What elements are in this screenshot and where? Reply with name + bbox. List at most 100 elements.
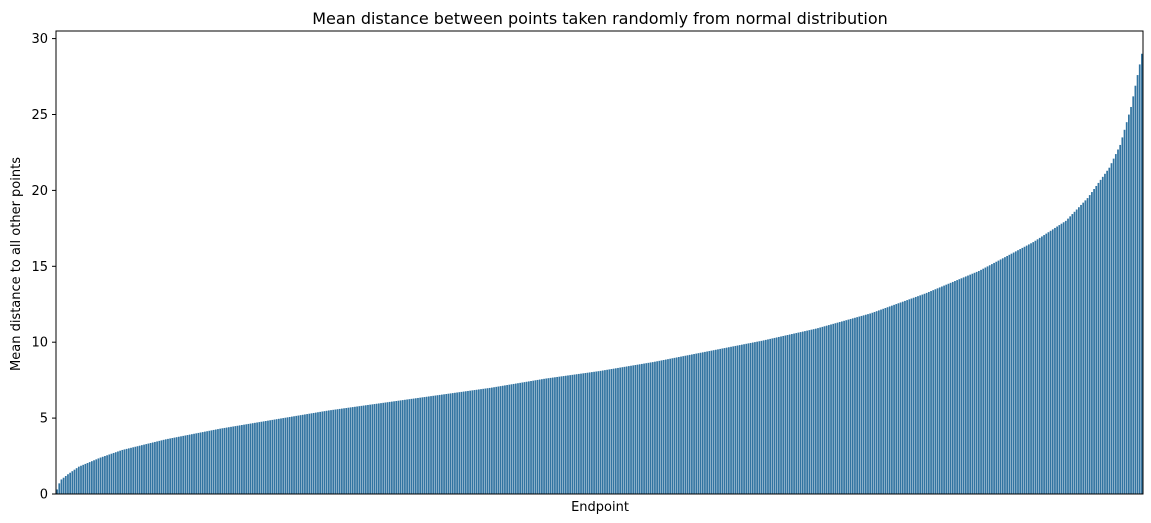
bar — [284, 417, 287, 494]
bar — [143, 444, 145, 494]
bar — [67, 474, 69, 494]
bar — [817, 328, 819, 494]
bar — [467, 390, 469, 494]
bar — [214, 429, 217, 494]
bar — [575, 374, 578, 494]
bar — [823, 326, 826, 494]
bar — [358, 406, 361, 494]
bar — [984, 267, 987, 494]
bar — [927, 291, 930, 494]
bar — [764, 339, 767, 494]
bar — [747, 343, 750, 494]
bar — [188, 434, 191, 494]
bar — [862, 315, 865, 494]
bar — [164, 439, 167, 494]
bar — [1093, 189, 1095, 494]
bar — [777, 336, 780, 494]
bar — [699, 352, 702, 494]
bar — [797, 332, 800, 494]
bar — [362, 405, 365, 494]
bar — [845, 320, 848, 494]
bar — [549, 377, 552, 494]
bar — [327, 410, 330, 494]
bar — [712, 350, 715, 494]
bar — [414, 398, 417, 494]
bar — [1108, 167, 1111, 494]
bar — [206, 431, 208, 494]
bar — [1136, 75, 1139, 494]
bar — [125, 448, 128, 494]
bar — [1134, 85, 1137, 495]
bar — [369, 404, 372, 494]
bar — [1008, 254, 1011, 494]
bar — [880, 309, 882, 494]
bar — [586, 372, 589, 494]
bar — [1075, 209, 1078, 494]
bar — [858, 316, 861, 494]
bar — [877, 310, 880, 494]
bar — [623, 366, 626, 494]
bar — [364, 405, 367, 494]
bar — [630, 365, 632, 494]
bar — [917, 296, 919, 494]
bar — [686, 355, 689, 494]
bar — [897, 303, 900, 494]
bar — [980, 269, 982, 494]
bar — [662, 359, 665, 494]
bar — [1067, 218, 1069, 494]
bar — [638, 364, 641, 494]
bar — [1069, 216, 1072, 494]
bar — [1091, 192, 1093, 495]
bar — [208, 430, 211, 494]
bar — [138, 445, 141, 494]
bar — [119, 450, 121, 494]
bar — [684, 355, 687, 494]
bar — [767, 339, 769, 494]
bar — [704, 351, 706, 494]
bar — [173, 437, 176, 494]
bar — [269, 420, 272, 494]
bar — [791, 334, 793, 494]
bar — [230, 426, 232, 494]
bar — [1082, 202, 1085, 494]
bar — [893, 304, 895, 494]
bar — [377, 403, 380, 494]
bar — [460, 391, 463, 494]
bar — [727, 347, 730, 494]
bar — [912, 297, 915, 494]
bar — [856, 317, 858, 494]
bar — [317, 412, 319, 494]
bar — [345, 408, 348, 494]
bar — [982, 268, 985, 494]
bar — [843, 320, 845, 494]
bar — [1054, 227, 1056, 494]
bar — [536, 379, 539, 494]
bar — [695, 353, 698, 494]
bar — [223, 427, 226, 494]
bar — [827, 325, 830, 494]
bar — [999, 259, 1002, 494]
bar — [795, 333, 798, 494]
bar — [241, 425, 243, 494]
bar — [656, 361, 658, 494]
bar — [1078, 207, 1080, 494]
bar — [262, 421, 265, 494]
bar — [84, 463, 87, 494]
bar — [908, 299, 911, 494]
bar — [1049, 230, 1052, 495]
bars-group — [56, 53, 1143, 495]
bar — [191, 434, 193, 494]
bar — [534, 380, 537, 494]
bar — [382, 402, 385, 494]
bar — [995, 261, 998, 494]
bar — [71, 471, 74, 494]
bar — [682, 356, 685, 494]
y-axis: 0 5 10 15 20 25 30 — [31, 32, 56, 503]
bar — [667, 359, 669, 494]
bar — [251, 423, 254, 494]
bar — [808, 330, 811, 494]
bar — [504, 385, 506, 494]
bar — [186, 435, 189, 494]
bar — [123, 449, 126, 494]
bar — [497, 386, 500, 494]
